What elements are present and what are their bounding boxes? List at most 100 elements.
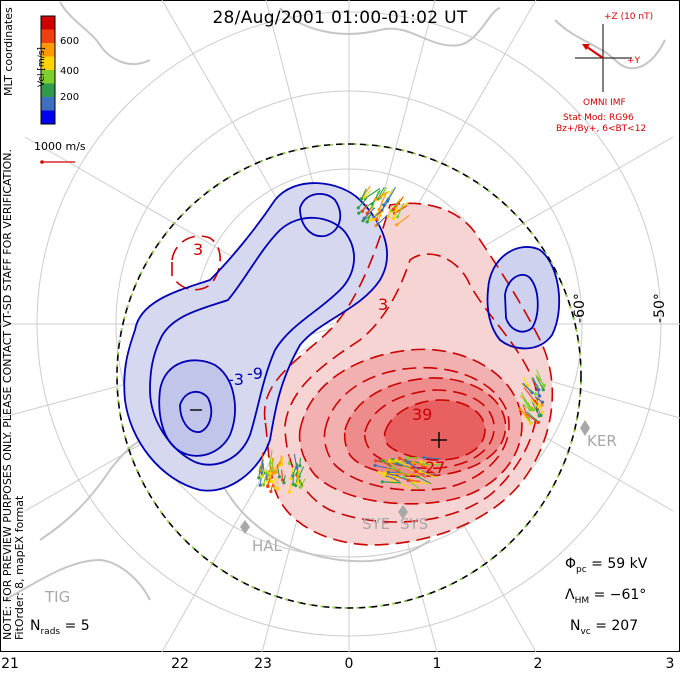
hal-station-icon bbox=[240, 520, 250, 534]
vector-line bbox=[412, 462, 431, 468]
vector-line bbox=[269, 449, 273, 464]
vector-line bbox=[395, 459, 412, 468]
phi-value: = 59 kV bbox=[591, 556, 648, 572]
coast-bottom-left bbox=[4, 558, 151, 601]
vector-line bbox=[261, 469, 266, 477]
vector-line bbox=[386, 475, 400, 483]
mlt-tick: 21 bbox=[1, 656, 19, 672]
vector-line bbox=[531, 402, 540, 417]
vector-line bbox=[523, 403, 531, 411]
extremum-markers bbox=[190, 409, 447, 448]
colorbar-segment bbox=[41, 29, 55, 43]
colorbar-segment bbox=[41, 16, 55, 30]
imf-conditions-label: Bz+/By+, 6<BT<12 bbox=[556, 124, 647, 134]
station-sys: SYS bbox=[400, 515, 429, 533]
vector-line bbox=[394, 479, 412, 490]
vector-line bbox=[267, 477, 271, 487]
vector-line bbox=[396, 214, 410, 226]
vector-line bbox=[532, 377, 540, 390]
vector-line bbox=[275, 461, 281, 473]
vector-line bbox=[387, 186, 396, 202]
nrads-subscript: rads bbox=[40, 626, 61, 637]
vector-line bbox=[272, 460, 281, 474]
contour-label: 27 bbox=[425, 458, 446, 477]
colorbar-segment bbox=[41, 70, 55, 84]
vector-line bbox=[397, 201, 410, 212]
vector-line bbox=[410, 466, 426, 479]
vector-line bbox=[361, 204, 368, 212]
vector-line bbox=[299, 457, 302, 466]
lat-label-50: -50° bbox=[651, 293, 668, 323]
vector-line bbox=[525, 413, 539, 424]
imf-source-label: OMNI IMF bbox=[583, 98, 626, 108]
vector-count: Nvc = 207 bbox=[570, 618, 638, 637]
vector-line bbox=[300, 478, 306, 488]
colorbar-segment bbox=[41, 97, 55, 111]
vector-line bbox=[423, 457, 441, 460]
vector-line bbox=[357, 197, 368, 209]
vector-line bbox=[523, 377, 529, 386]
vector-line bbox=[274, 477, 276, 488]
vector-line bbox=[382, 481, 402, 484]
vector-line bbox=[419, 470, 438, 479]
station-hal: HAL bbox=[252, 537, 282, 555]
nvc-symbol: N bbox=[570, 618, 581, 634]
vector-line bbox=[364, 189, 372, 198]
contour-label: -3 bbox=[228, 370, 244, 389]
mlt-tick: 3 bbox=[665, 656, 675, 672]
vector-line bbox=[403, 476, 420, 490]
coordinate-system-label: MLT coordinates bbox=[2, 7, 15, 96]
mlt-tick: 1 bbox=[432, 656, 442, 672]
vector-line bbox=[363, 207, 376, 219]
vector-line bbox=[377, 214, 388, 225]
vector-line bbox=[530, 398, 539, 408]
contour-label: -9 bbox=[247, 364, 263, 383]
mlt-tick: 0 bbox=[344, 656, 354, 672]
vector-line bbox=[381, 198, 391, 211]
vector-line bbox=[371, 189, 381, 205]
hm-boundary-green bbox=[116, 143, 582, 609]
neg-contour bbox=[158, 359, 236, 457]
contour-label: 3 bbox=[378, 295, 389, 314]
map-title: 28/Aug/2001 01:00-01:02 UT bbox=[212, 8, 468, 28]
vector-line bbox=[392, 197, 404, 210]
coast-upper-right bbox=[554, 19, 666, 70]
station-ker: KER bbox=[587, 432, 617, 450]
pos-contour bbox=[383, 399, 486, 461]
vector-line bbox=[523, 387, 536, 402]
nvc-value: = 207 bbox=[595, 618, 639, 634]
vector-line bbox=[534, 396, 543, 403]
negative-contours bbox=[123, 182, 561, 492]
mlt-tick: 2 bbox=[533, 656, 543, 672]
lat-label-60: -60° bbox=[571, 293, 588, 323]
lambda-value: = −61° bbox=[593, 587, 647, 603]
preview-note: NOTE: FOR PREVIEW PURPOSES ONLY. PLEASE … bbox=[1, 149, 26, 640]
vector-line bbox=[519, 406, 527, 417]
vector-line bbox=[366, 213, 372, 223]
vector-line bbox=[260, 459, 264, 473]
imf-z-label: +Z (10 nT) bbox=[604, 12, 654, 22]
nrads-symbol: N bbox=[30, 618, 41, 634]
coast-antarctic-lower bbox=[244, 514, 431, 563]
vector-line bbox=[526, 411, 539, 423]
neg-contour bbox=[179, 390, 213, 433]
colorbar-segment bbox=[41, 56, 55, 70]
vector-line bbox=[270, 483, 274, 492]
cross-polar-potential: Φpc = 59 kV bbox=[565, 556, 647, 575]
phi-symbol: Φ bbox=[565, 556, 577, 572]
radar-count: Nrads = 5 bbox=[30, 618, 90, 637]
vector-line bbox=[292, 462, 298, 477]
colorbar-unit-label: Vel [m/s] bbox=[36, 47, 47, 87]
imf-arrowhead bbox=[582, 44, 590, 50]
colorbar-segment bbox=[41, 83, 55, 97]
pos-contour bbox=[284, 253, 539, 523]
vector-line bbox=[535, 374, 545, 386]
vector-line bbox=[392, 207, 399, 219]
vector-line bbox=[534, 396, 544, 413]
vector-line bbox=[383, 197, 389, 206]
vector-line bbox=[392, 473, 410, 482]
colorbar-tick: 600 bbox=[60, 36, 80, 47]
pos-contour bbox=[263, 202, 554, 546]
ker-station-icon bbox=[580, 420, 590, 436]
